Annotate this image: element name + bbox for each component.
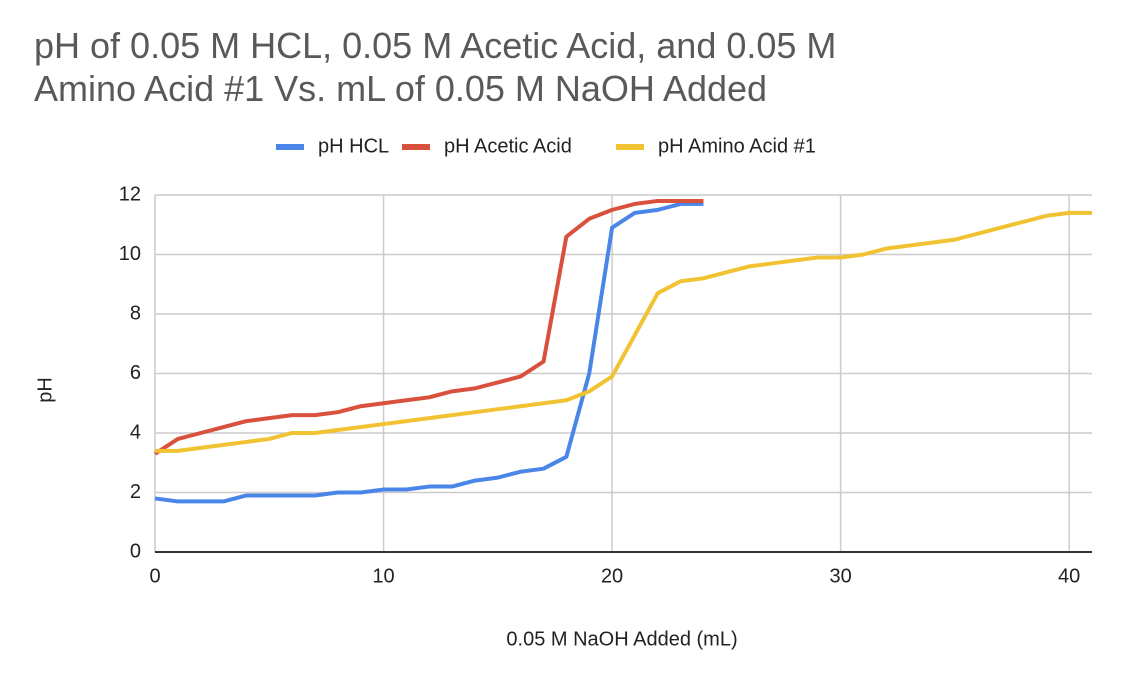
y-tick-label: 6 xyxy=(130,362,141,384)
chart-title-line: pH of 0.05 M HCL, 0.05 M Acetic Acid, an… xyxy=(34,25,836,66)
y-tick-label: 8 xyxy=(130,302,141,324)
x-tick-label: 20 xyxy=(601,565,623,587)
legend-label: pH HCL xyxy=(318,135,389,157)
y-tick-label: 4 xyxy=(130,421,141,443)
x-tick-label: 30 xyxy=(829,565,851,587)
y-axis-label: pH xyxy=(34,377,56,403)
y-tick-label: 12 xyxy=(119,183,141,205)
y-tick-label: 0 xyxy=(130,540,141,562)
y-tick-label: 10 xyxy=(119,243,141,265)
data-line xyxy=(154,201,704,504)
legend-label: pH Amino Acid #1 xyxy=(658,135,816,157)
x-tick-label: 40 xyxy=(1058,565,1080,587)
data-line xyxy=(155,210,1092,453)
x-axis-label: 0.05 M NaOH Added (mL) xyxy=(506,628,737,650)
legend-label: pH Acetic Acid xyxy=(444,135,572,157)
chart-title-line: Amino Acid #1 Vs. mL of 0.05 M NaOH Adde… xyxy=(34,68,767,109)
y-tick-label: 2 xyxy=(130,481,141,503)
x-tick-label: 0 xyxy=(149,565,160,587)
data-line xyxy=(153,198,704,456)
x-tick-label: 10 xyxy=(372,565,394,587)
